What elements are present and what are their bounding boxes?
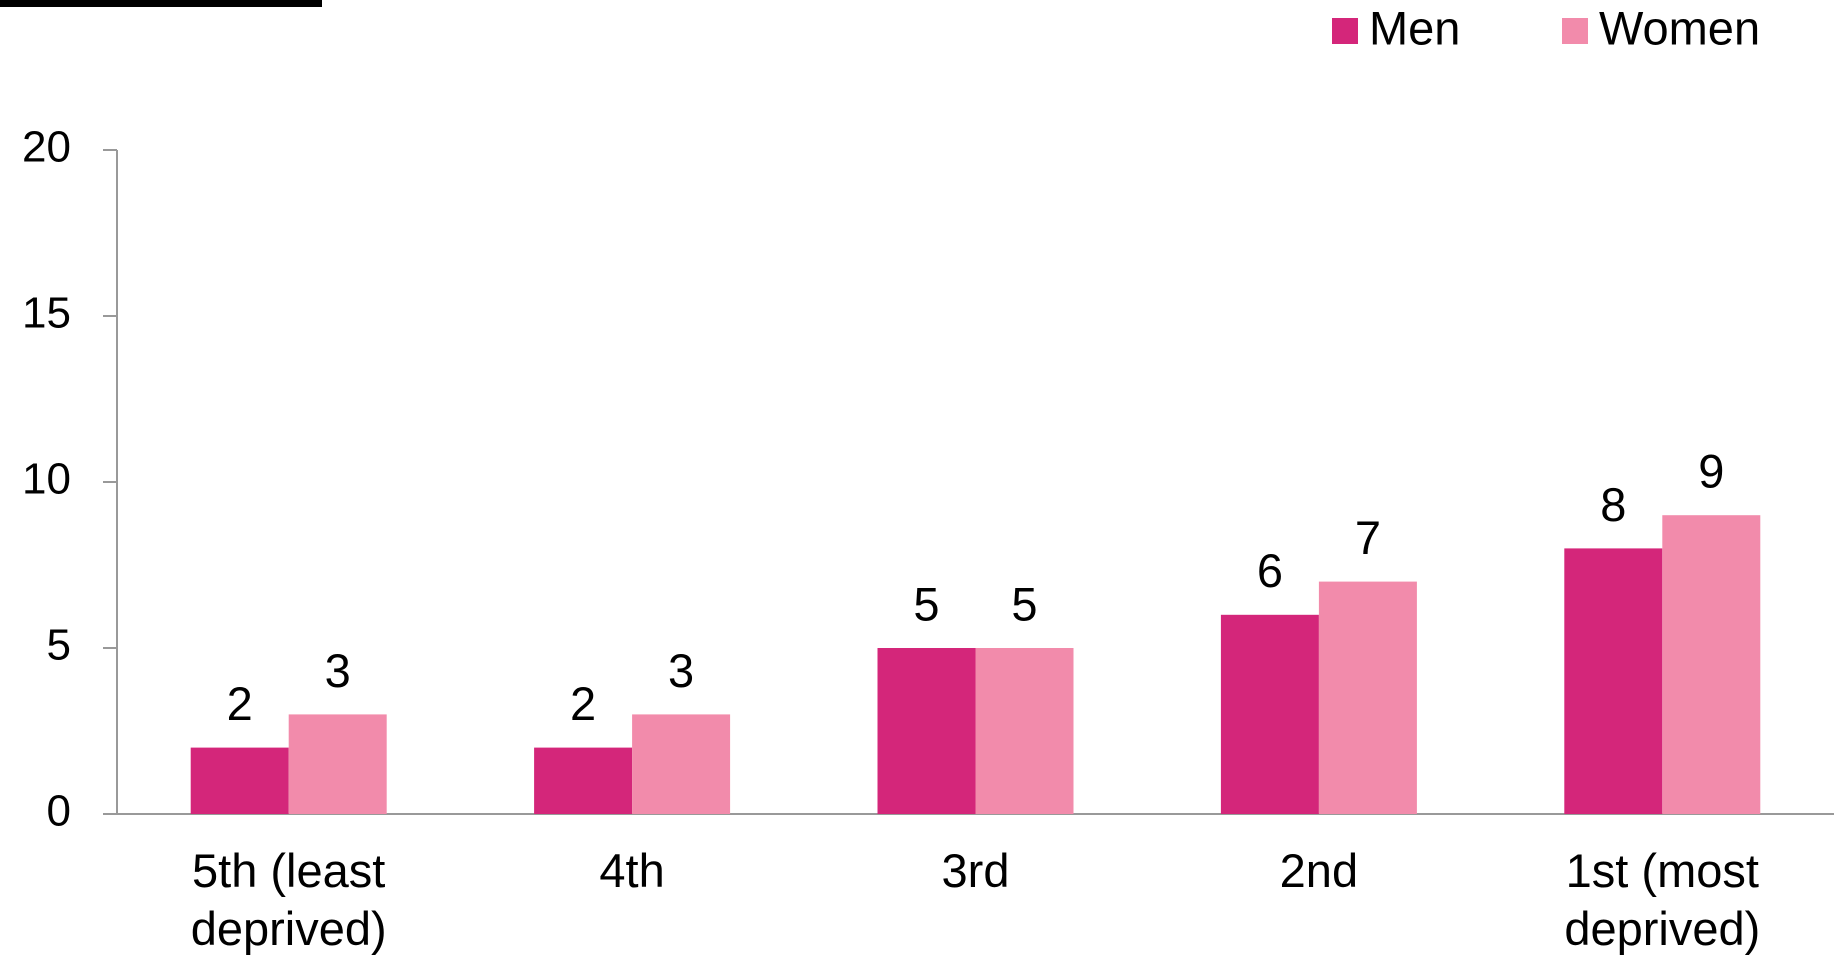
y-tick-label: 15	[22, 289, 71, 338]
bar	[190, 747, 289, 814]
data-label: 2	[570, 677, 596, 730]
bar	[877, 648, 976, 814]
data-label: 5	[913, 577, 939, 630]
legend-label: Men	[1369, 1, 1460, 54]
data-label: 8	[1600, 478, 1626, 531]
bar	[975, 648, 1074, 814]
y-tick-label: 0	[47, 787, 71, 836]
bar	[1662, 515, 1761, 814]
data-label: 2	[227, 677, 253, 730]
data-label: 7	[1355, 511, 1381, 564]
data-label: 5	[1011, 577, 1037, 630]
x-tick-label: 2nd	[1279, 844, 1359, 897]
legend-label: Women	[1599, 1, 1760, 54]
data-label: 6	[1257, 544, 1283, 597]
bar	[534, 747, 633, 814]
header-rule	[0, 0, 322, 7]
legend-swatch	[1562, 18, 1588, 44]
y-tick-label: 10	[22, 455, 71, 504]
bar	[1220, 614, 1319, 814]
y-tick-label: 5	[47, 621, 71, 670]
x-tick-label: 3rd	[941, 844, 1010, 897]
data-label: 9	[1698, 445, 1724, 498]
x-tick-label: 4th	[599, 844, 665, 897]
data-label: 3	[668, 644, 694, 697]
bar	[288, 714, 387, 814]
legend-swatch	[1332, 18, 1358, 44]
bar	[632, 714, 731, 814]
data-label: 3	[325, 644, 351, 697]
bar	[1318, 581, 1417, 814]
bar	[1564, 548, 1663, 814]
x-tick-label: 1st (most deprived)	[1564, 844, 1761, 955]
x-tick-label: 5th (least deprived)	[190, 844, 387, 955]
y-tick-label: 20	[22, 123, 71, 172]
